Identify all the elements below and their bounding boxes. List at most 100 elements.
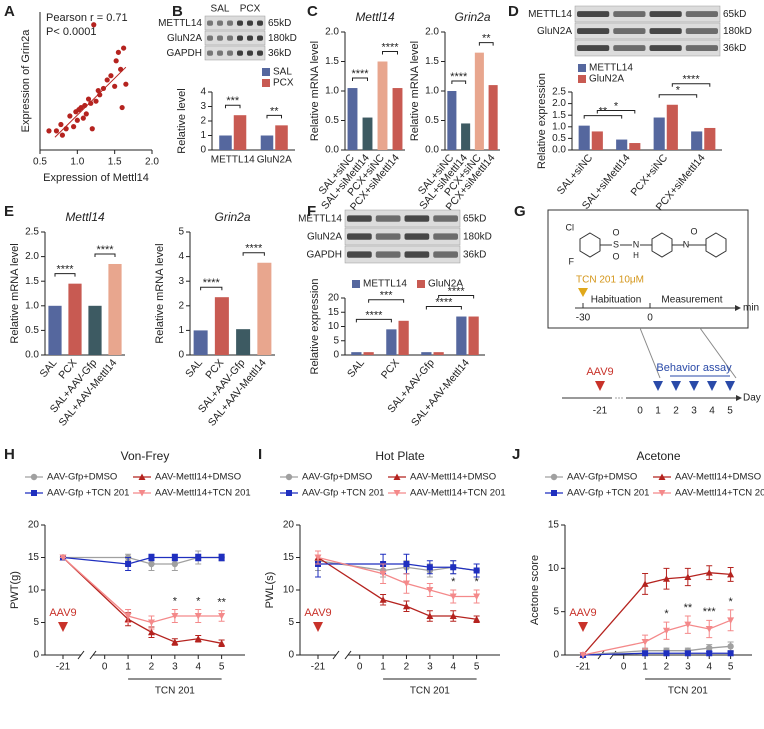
y-tick-label: 10 xyxy=(28,585,40,596)
significance-label: ** xyxy=(482,33,491,45)
blot-band xyxy=(257,20,263,26)
blot-row-label: METTL14 xyxy=(528,9,572,20)
point xyxy=(112,83,118,89)
blot-band xyxy=(227,20,233,26)
legend-label: METTL14 xyxy=(363,279,407,290)
blot-band xyxy=(247,20,253,26)
series-line xyxy=(62,557,222,624)
atom: S xyxy=(613,239,619,249)
blot-band xyxy=(375,251,401,258)
x-tick-label: 5 xyxy=(728,662,734,673)
series-line xyxy=(582,645,731,656)
point xyxy=(83,111,89,117)
blot-strip xyxy=(204,15,266,31)
day-label: 5 xyxy=(727,406,733,417)
significance-label: * xyxy=(676,85,681,97)
series-line xyxy=(318,563,477,572)
blot-band xyxy=(685,11,718,18)
bar xyxy=(214,297,229,355)
blot-band xyxy=(433,233,458,240)
blot-band xyxy=(404,215,430,222)
axis-break xyxy=(77,650,85,660)
significance-label: * xyxy=(474,576,479,588)
point xyxy=(705,626,713,633)
significance-label: * xyxy=(451,576,456,588)
significance-label: **** xyxy=(683,74,701,86)
bar xyxy=(88,305,102,355)
blot-size-label: 36kD xyxy=(723,43,746,54)
chart-title: Von-Frey xyxy=(121,449,170,463)
significance-label: **** xyxy=(203,277,221,289)
bar xyxy=(461,123,471,150)
point xyxy=(93,98,99,104)
x-tick-label: 2 xyxy=(664,662,670,673)
bar xyxy=(704,127,716,150)
y-tick-label: 0.0 xyxy=(425,145,439,156)
point xyxy=(662,575,670,582)
bar xyxy=(392,88,403,150)
point xyxy=(89,126,95,132)
legend-label: AAV-Gfp +TCN 201 xyxy=(47,488,129,499)
phase: Measurement xyxy=(661,295,722,306)
atom: Cl xyxy=(566,222,575,232)
axis-break xyxy=(332,650,340,660)
x-tick-label: SAL xyxy=(345,357,367,380)
y-tick-label: 10 xyxy=(328,321,340,332)
legend-marker xyxy=(658,473,666,480)
significance-label: ** xyxy=(270,105,279,117)
chart-title: Grin2a xyxy=(454,10,490,24)
y-tick-label: 0 xyxy=(200,145,206,156)
time-label: 0 xyxy=(647,313,653,324)
point xyxy=(727,570,735,578)
blot-size-label: 65kD xyxy=(723,9,746,20)
bar xyxy=(398,320,409,355)
significance-bracket xyxy=(355,318,392,323)
point xyxy=(194,613,202,620)
point xyxy=(641,580,649,587)
panel-label: B xyxy=(172,3,183,20)
bar xyxy=(275,125,288,150)
blot-band xyxy=(217,20,223,26)
significance-label: **** xyxy=(351,68,369,80)
point xyxy=(171,613,179,620)
assay-arrow xyxy=(725,381,735,391)
blot-row-label: GluN2A xyxy=(537,26,572,37)
significance-bracket xyxy=(478,42,494,46)
significance-bracket xyxy=(352,77,368,82)
point xyxy=(727,650,734,657)
x-tick-label: 1.0 xyxy=(70,157,84,168)
bar xyxy=(386,329,397,355)
point xyxy=(473,615,481,623)
series-line xyxy=(582,652,731,656)
series-line xyxy=(582,572,731,656)
significance-label: * xyxy=(728,596,733,608)
y-tick-label: 2.5 xyxy=(552,87,566,98)
blot-strip xyxy=(344,209,461,228)
injection-label: AAV9 xyxy=(49,607,76,619)
point xyxy=(91,22,97,28)
legend-marker xyxy=(138,490,146,497)
panel-label: F xyxy=(307,203,316,220)
blot-band xyxy=(433,215,458,222)
y-tick-label: 1.0 xyxy=(552,121,566,132)
y-axis-label: Acetone score xyxy=(529,555,541,625)
significance-label: **** xyxy=(96,244,114,256)
significance-bracket xyxy=(583,115,623,119)
legend-label: AAV-Gfp+DMSO xyxy=(47,472,117,483)
bar xyxy=(653,117,665,150)
point xyxy=(403,561,410,567)
panel-label: J xyxy=(512,446,520,463)
x-tick-label: 4 xyxy=(706,662,712,673)
bar xyxy=(488,85,498,150)
bar xyxy=(447,91,457,150)
significance-label: ** xyxy=(217,597,226,609)
treatment-arrow xyxy=(578,288,588,297)
y-tick-label: 2.0 xyxy=(325,27,339,38)
chart-title: Grin2a xyxy=(214,210,250,224)
day-label: 0 xyxy=(637,406,643,417)
y-tick-label: 15 xyxy=(548,520,560,531)
significance-bracket xyxy=(451,80,467,84)
y-tick-label: 1 xyxy=(178,325,184,336)
point xyxy=(124,613,132,620)
legend-label: AAV-Mettl14+TCN 201 xyxy=(410,488,506,499)
